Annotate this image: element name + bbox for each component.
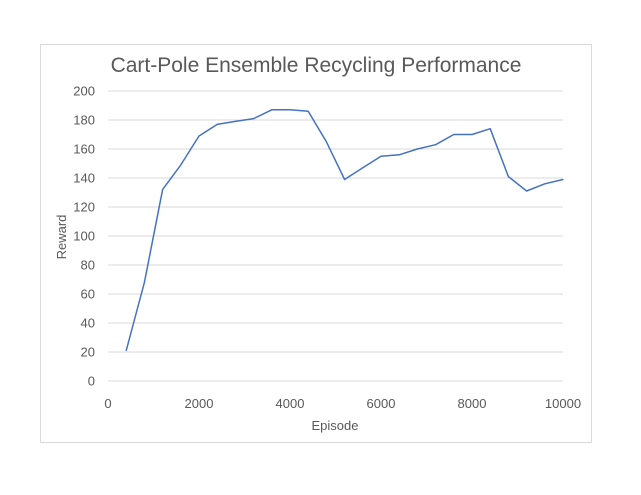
data-point xyxy=(471,133,473,136)
data-point xyxy=(380,155,382,157)
data-point xyxy=(544,183,546,185)
y-tick-label: 80 xyxy=(81,258,95,273)
data-point xyxy=(289,109,291,111)
series-group xyxy=(125,109,564,352)
y-tick-label: 100 xyxy=(73,229,95,244)
data-point xyxy=(325,141,327,143)
data-point xyxy=(234,120,236,123)
y-tick-label: 180 xyxy=(73,113,95,128)
data-point xyxy=(125,349,127,352)
y-tick-label: 140 xyxy=(73,171,95,186)
data-point xyxy=(435,144,437,146)
data-point xyxy=(271,109,273,111)
x-tick-label: 2000 xyxy=(185,396,214,411)
x-tick-label: 8000 xyxy=(458,396,487,411)
data-point xyxy=(362,167,364,169)
data-point xyxy=(216,123,218,125)
x-tick-label: 0 xyxy=(104,396,111,411)
x-tick-label: 6000 xyxy=(367,396,396,411)
data-point xyxy=(453,133,455,136)
gridlines xyxy=(108,90,563,353)
data-point xyxy=(489,128,491,130)
y-axis-label: Reward xyxy=(54,215,69,260)
chart-frame xyxy=(40,44,592,443)
data-point xyxy=(526,190,528,192)
y-tick-label: 40 xyxy=(81,316,95,331)
y-tick-labels: 0 20 40 60 80 100 120 140 160 180 200 xyxy=(73,84,95,389)
y-tick-label: 60 xyxy=(81,287,95,302)
y-tick-label: 0 xyxy=(88,374,95,389)
data-point xyxy=(416,148,418,150)
y-tick-label: 120 xyxy=(73,200,95,215)
data-point xyxy=(162,189,164,191)
y-tick-label: 160 xyxy=(73,142,95,157)
data-point xyxy=(562,178,564,181)
y-tick-label: 200 xyxy=(73,84,95,99)
data-point xyxy=(344,178,346,181)
x-tick-label: 4000 xyxy=(276,396,305,411)
data-point xyxy=(507,175,509,178)
data-point xyxy=(398,154,400,156)
data-point xyxy=(180,164,182,166)
x-tick-labels: 0 2000 4000 6000 8000 10000 xyxy=(104,396,581,411)
data-point xyxy=(253,117,255,120)
y-tick-label: 20 xyxy=(81,345,95,360)
data-point xyxy=(307,110,309,112)
data-point xyxy=(143,281,145,283)
x-axis-label: Episode xyxy=(312,418,359,433)
series-line xyxy=(125,109,564,351)
data-point xyxy=(198,135,200,137)
x-tick-label: 10000 xyxy=(545,396,581,411)
chart-title: Cart-Pole Ensemble Recycling Performance xyxy=(111,54,522,77)
